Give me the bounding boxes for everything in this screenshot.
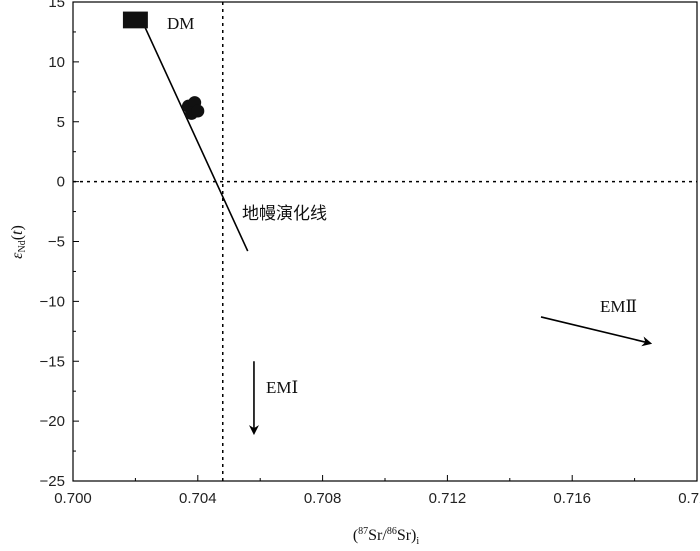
em2-arrow <box>540 316 653 347</box>
y-tick-label: −5 <box>48 234 65 251</box>
axis-ticks: 0.700 0.704 0.708 0.712 0.716 0.720 15 10 5 0 −5 −1… <box>40 0 700 507</box>
x-tick-label: 0.700 <box>54 490 92 507</box>
x-tick-label: 0.704 <box>179 490 217 507</box>
chart-marks <box>122 11 653 436</box>
y-tick-label: −25 <box>40 473 65 490</box>
x-axis-label: (87Sr/86Sr)i <box>353 526 420 547</box>
dm-label: DM <box>167 14 194 33</box>
x-tick-label: 0.720 <box>678 490 700 507</box>
x-tick-label: 0.716 <box>553 490 591 507</box>
x-tick-label: 0.708 <box>304 490 342 507</box>
y-tick-label: −15 <box>40 353 65 370</box>
plot-frame <box>72 1 698 482</box>
y-tick-label: 5 <box>57 114 65 131</box>
y-tick-label: 0 <box>57 174 65 191</box>
dm-box <box>122 11 148 29</box>
y-axis-label: εNd(t) <box>9 225 28 259</box>
y-tick-label: 10 <box>48 54 65 71</box>
data-point <box>191 104 205 118</box>
em2-label: EMⅡ <box>600 297 637 316</box>
y-tick-label: 15 <box>48 0 65 11</box>
y-tick-label: −20 <box>40 413 65 430</box>
reference-lines <box>73 2 697 481</box>
mantle-line-label: 地幔演化线 <box>242 204 327 224</box>
mantle-evolution-line <box>140 19 249 252</box>
y-tick-label: −10 <box>40 293 65 310</box>
em1-label: EMⅠ <box>266 378 298 397</box>
x-tick-label: 0.712 <box>429 490 467 507</box>
